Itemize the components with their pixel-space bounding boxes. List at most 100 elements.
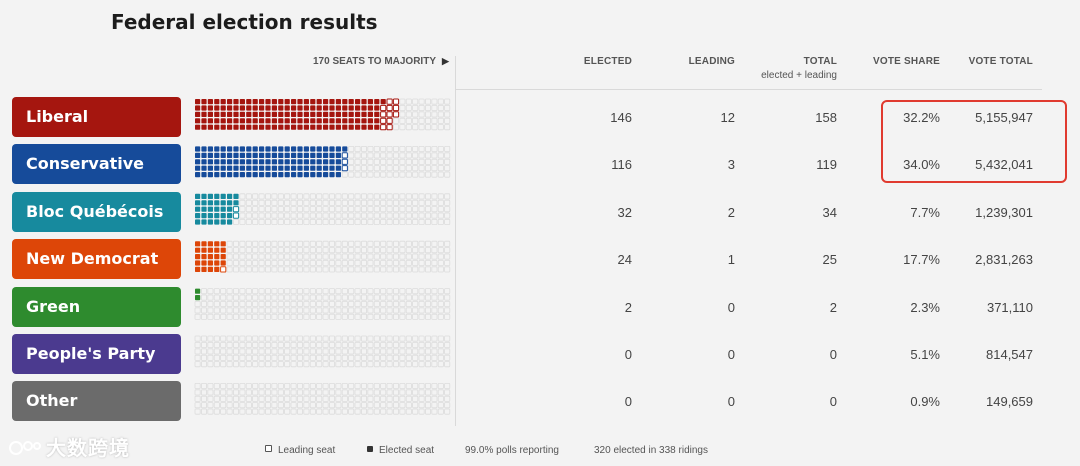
empty-seat: [424, 117, 431, 124]
empty-seat: [239, 218, 246, 225]
empty-seat: [386, 193, 393, 200]
empty-seat: [322, 218, 329, 225]
empty-seat: [444, 361, 451, 368]
bloc-qu-b-cois-vote-share: 7.7%: [910, 204, 940, 220]
empty-seat: [284, 341, 291, 348]
elected-seat: [201, 266, 207, 272]
empty-seat: [309, 288, 316, 295]
elected-seat: [348, 99, 354, 105]
empty-seat: [412, 98, 419, 105]
empty-seat: [322, 193, 329, 200]
empty-seat: [239, 288, 246, 295]
empty-seat: [418, 158, 425, 165]
new-democrat-total: 25: [822, 252, 837, 268]
empty-seat: [444, 266, 451, 273]
empty-seat: [360, 193, 367, 200]
empty-seat: [239, 307, 246, 314]
elected-seat: [246, 99, 252, 105]
empty-seat: [335, 199, 342, 206]
empty-seat: [271, 402, 278, 409]
elected-seat: [220, 213, 226, 219]
empty-seat: [431, 165, 438, 172]
empty-seat: [418, 361, 425, 368]
empty-seat: [373, 389, 380, 396]
leading-seat: [341, 158, 348, 165]
elected-seat: [239, 159, 245, 165]
elected-seat: [316, 105, 322, 111]
elected-seat: [233, 152, 239, 158]
elected-seat: [195, 152, 201, 158]
elected-seat: [271, 146, 277, 152]
empty-seat: [431, 361, 438, 368]
elected-seat: [329, 172, 335, 178]
empty-seat: [277, 348, 284, 355]
elected-seat: [303, 159, 309, 165]
empty-seat: [412, 247, 419, 254]
elected-seat: [195, 124, 201, 130]
empty-seat: [418, 253, 425, 260]
elected-seat: [342, 111, 348, 117]
empty-seat: [316, 389, 323, 396]
elected-seat: [252, 165, 258, 171]
empty-seat: [309, 348, 316, 355]
empty-seat: [424, 247, 431, 254]
empty-seat: [335, 288, 342, 295]
elected-seat: [220, 193, 226, 199]
empty-seat: [437, 105, 444, 112]
empty-seat: [418, 98, 425, 105]
elected-seat: [201, 118, 207, 124]
elected-seat: [227, 206, 233, 212]
empty-seat: [239, 247, 246, 254]
empty-seat: [316, 253, 323, 260]
empty-seat: [232, 341, 239, 348]
leading-seat: [220, 266, 227, 273]
empty-seat: [424, 307, 431, 314]
empty-seat: [213, 335, 220, 342]
elected-seat: [291, 105, 297, 111]
empty-seat: [431, 105, 438, 112]
other-elected: 0: [624, 394, 632, 410]
empty-seat: [399, 335, 406, 342]
elected-seat: [265, 105, 271, 111]
empty-seat: [424, 288, 431, 295]
elected-seat: [335, 111, 341, 117]
empty-seat: [348, 300, 355, 307]
empty-seat: [264, 361, 271, 368]
empty-seat: [424, 266, 431, 273]
elected-seat: [207, 266, 213, 272]
elected-seat-icon: [367, 446, 373, 452]
elected-seat: [316, 118, 322, 124]
empty-seat: [380, 382, 387, 389]
empty-seat: [424, 354, 431, 361]
empty-seat: [354, 354, 361, 361]
elected-seat: [329, 146, 335, 152]
empty-seat: [341, 389, 348, 396]
empty-seat: [226, 402, 233, 409]
empty-seat: [380, 294, 387, 301]
empty-seat: [418, 288, 425, 295]
elected-seat: [278, 111, 284, 117]
empty-seat: [335, 361, 342, 368]
empty-seat: [322, 408, 329, 415]
empty-seat: [271, 259, 278, 266]
empty-seat: [399, 307, 406, 314]
elected-seat: [361, 124, 367, 130]
elected-seat: [252, 159, 258, 165]
elected-seat: [195, 219, 201, 225]
elected-seat: [214, 165, 220, 171]
empty-seat: [271, 313, 278, 320]
empty-seat: [348, 212, 355, 219]
empty-seat: [296, 382, 303, 389]
empty-seat: [444, 111, 451, 118]
elected-seat: [323, 165, 329, 171]
empty-seat: [296, 212, 303, 219]
empty-seat: [405, 171, 412, 178]
empty-seat: [444, 408, 451, 415]
empty-seat: [399, 389, 406, 396]
elected-seat: [214, 111, 220, 117]
empty-seat: [373, 199, 380, 206]
elected-seat: [214, 266, 220, 272]
empty-seat: [271, 382, 278, 389]
elected-seat: [246, 159, 252, 165]
empty-seat: [412, 354, 419, 361]
